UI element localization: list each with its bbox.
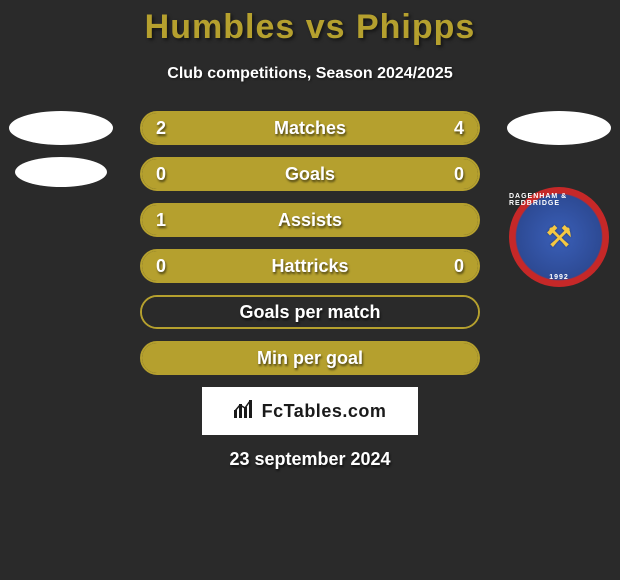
- stat-bar: 0 0 Hattricks: [140, 249, 480, 283]
- watermark: FcTables.com: [202, 387, 418, 435]
- right-badge-1: [507, 111, 611, 145]
- crest-emblem-icon: ⚒: [546, 220, 573, 255]
- stat-label: Goals per match: [239, 302, 380, 323]
- stat-bar: Min per goal: [140, 341, 480, 375]
- stat-bar: 2 4 Matches: [140, 111, 480, 145]
- stat-value-left: 2: [156, 118, 166, 139]
- stat-value-left: 0: [156, 164, 166, 185]
- left-player-badges: [6, 111, 116, 187]
- stat-value-left: 0: [156, 256, 166, 277]
- subtitle: Club competitions, Season 2024/2025: [167, 65, 452, 83]
- stat-value-left: 1: [156, 210, 166, 231]
- page-title: Humbles vs Phipps: [145, 8, 476, 47]
- stat-label: Hattricks: [271, 256, 348, 277]
- left-badge-1: [9, 111, 113, 145]
- stat-bar: 1 Assists: [140, 203, 480, 237]
- stat-bars: 2 4 Matches 0 0 Goals 1 Assists 0 0 Hattricks Goals…: [140, 111, 480, 375]
- club-crest-icon: DAGENHAM & REDBRIDGE ⚒ 1992: [509, 187, 609, 287]
- bar-chart-icon: [234, 400, 256, 423]
- stat-value-right: 0: [454, 164, 464, 185]
- watermark-text: FcTables.com: [262, 401, 387, 422]
- generation-date: 23 september 2024: [229, 449, 390, 470]
- crest-ring-top: DAGENHAM & REDBRIDGE: [509, 193, 609, 207]
- stat-label: Goals: [285, 164, 335, 185]
- comparison-card: Humbles vs Phipps Club competitions, Sea…: [0, 0, 620, 580]
- stat-value-right: 0: [454, 256, 464, 277]
- stats-area: DAGENHAM & REDBRIDGE ⚒ 1992 2 4 Matches 0 0 G…: [0, 111, 620, 375]
- stat-bar: 0 0 Goals: [140, 157, 480, 191]
- stat-bar: Goals per match: [140, 295, 480, 329]
- crest-ring-bottom: 1992: [549, 274, 569, 281]
- left-badge-2: [15, 157, 107, 187]
- stat-value-right: 4: [454, 118, 464, 139]
- stat-label: Min per goal: [257, 348, 363, 369]
- stat-label: Assists: [278, 210, 342, 231]
- right-player-badges: DAGENHAM & REDBRIDGE ⚒ 1992: [504, 111, 614, 287]
- stat-label: Matches: [274, 118, 346, 139]
